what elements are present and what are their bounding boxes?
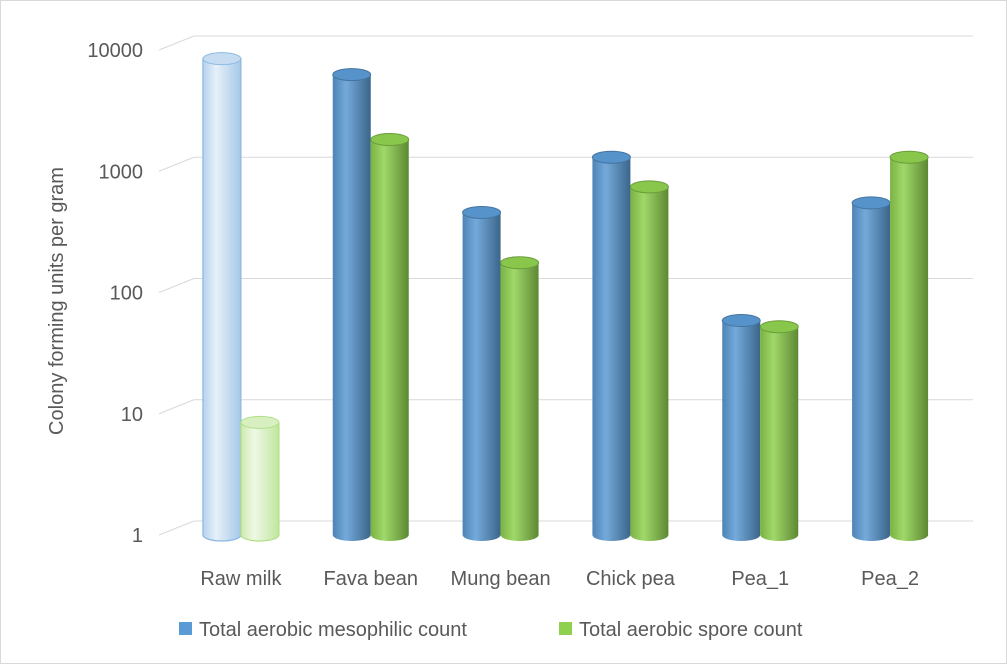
legend-swatch [559,622,572,635]
bar-mesophilic-pea-1 [721,314,761,541]
gridline-diagonal [158,278,195,293]
y-tick-label: 1000 [99,161,144,183]
bar-spore-chick-pea [629,180,669,542]
x-axis-ticks: Raw milk Fava bean Mung bean Chick pea Pea_1… [200,568,919,590]
x-tick-label: Pea_2 [861,568,919,590]
bar-spore-pea-2 [889,150,929,541]
bar-spore-raw-milk [240,415,280,542]
bar-mesophilic-fava-bean [332,68,372,541]
legend-item: Total aerobic mesophilic count [179,619,467,641]
gridline-diagonal [158,156,195,172]
legend-label: Total aerobic spore count [579,619,803,641]
x-tick-label: Mung bean [451,568,551,590]
y-axis-ticks: 1 10 100 1000 10000 [87,40,143,547]
legend-label: Total aerobic mesophilic count [199,619,467,641]
legend-item: Total aerobic spore count [559,619,803,641]
y-axis-label: Colony forming units per gram [46,167,68,435]
x-tick-label: Fava bean [323,568,418,590]
bars [202,52,929,542]
y-tick-label: 1 [132,525,143,547]
x-tick-label: Raw milk [200,568,282,590]
y-tick-label: 100 [110,283,143,305]
legend-swatch [179,622,192,635]
bar-mesophilic-pea-2 [851,196,891,541]
y-tick-label: 10 [121,404,143,426]
bar-spore-fava-bean [370,133,410,541]
gridline-diagonal [158,35,195,51]
legend: Total aerobic mesophilic count Total aero… [179,619,803,641]
gridlines [158,35,973,536]
y-tick-label: 10000 [87,40,143,62]
x-tick-label: Chick pea [586,568,676,590]
bar-mesophilic-chick-pea [591,150,631,541]
bar-mesophilic-raw-milk [202,52,242,542]
gridline-diagonal [158,399,195,415]
bar-spore-mung-bean [500,256,540,541]
bar-spore-pea-1 [759,320,799,541]
gridline-diagonal [158,520,195,536]
x-tick-label: Pea_1 [731,568,789,590]
bar-mesophilic-mung-bean [462,206,502,542]
